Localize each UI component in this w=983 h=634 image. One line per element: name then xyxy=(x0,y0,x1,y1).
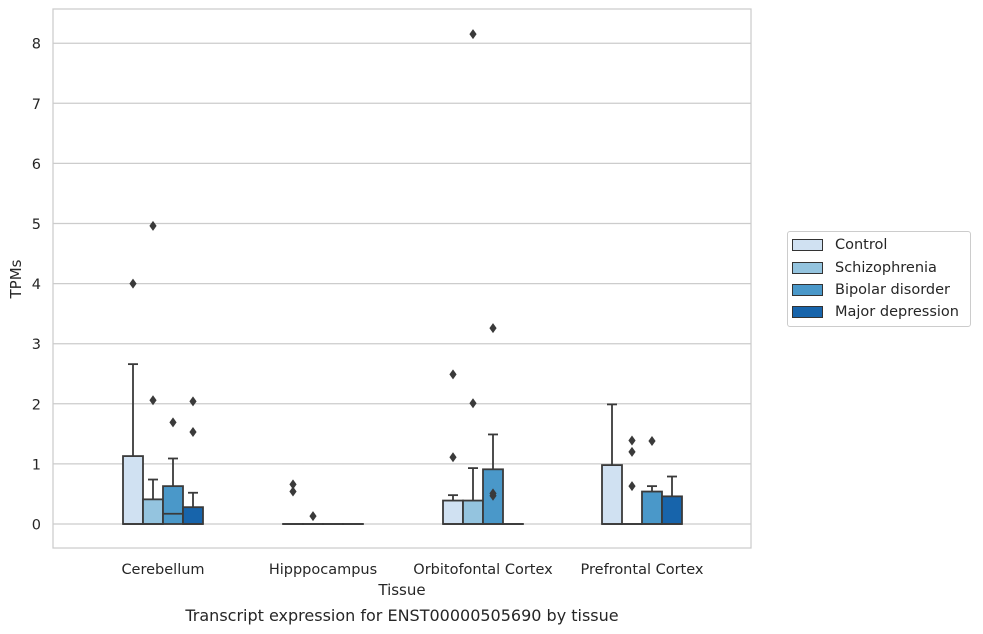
legend-item-major-depression: Major depression xyxy=(792,302,959,322)
box-body xyxy=(462,499,484,525)
x-tick-label: Cerebellum xyxy=(121,562,204,578)
y-tick-label: 5 xyxy=(32,217,41,233)
box-schizophrenia xyxy=(302,511,324,525)
outlier-point xyxy=(449,369,457,380)
plot-frame xyxy=(52,8,752,549)
box-body xyxy=(182,506,204,525)
box-bipolar-disorder xyxy=(482,323,504,525)
legend-label-control: Control xyxy=(835,237,888,253)
outlier-point xyxy=(289,479,297,490)
box-control xyxy=(601,403,623,525)
outlier-point xyxy=(149,395,157,406)
y-tick-labels: 0 1 2 3 4 5 6 7 8 xyxy=(32,37,41,534)
box-major-depression xyxy=(661,475,683,525)
legend-swatch-schizophrenia xyxy=(792,262,823,274)
box-control xyxy=(122,278,144,525)
box-body xyxy=(442,499,464,525)
outlier-point xyxy=(289,486,297,497)
legend-label-major-depression: Major depression xyxy=(835,304,959,320)
box-body xyxy=(142,498,164,525)
outlier-point xyxy=(489,323,497,334)
y-tick-label: 8 xyxy=(32,37,41,53)
chart-caption: Transcript expression for ENST0000050569… xyxy=(185,606,619,625)
y-tick-label: 7 xyxy=(32,97,41,113)
outlier-point xyxy=(489,490,497,501)
x-tick-label: Prefrontal Cortex xyxy=(581,562,704,578)
outlier-point xyxy=(189,396,197,407)
x-tick-label: Orbitofontal Cortex xyxy=(413,562,553,578)
y-tick-label: 0 xyxy=(32,518,41,534)
box-body xyxy=(122,455,144,525)
outlier-point xyxy=(149,220,157,231)
box-body xyxy=(162,485,184,525)
box-major-depression xyxy=(182,396,204,525)
box-control xyxy=(442,369,464,525)
outlier-point xyxy=(469,29,477,40)
x-axis-label: Tissue xyxy=(377,581,425,599)
outlier-point xyxy=(628,435,636,446)
box-control xyxy=(282,479,304,525)
outlier-point xyxy=(189,427,197,438)
box-bipolar-disorder xyxy=(641,436,663,525)
legend-item-bipolar-disorder: Bipolar disorder xyxy=(792,280,950,300)
x-tick-label: Hipppocampus xyxy=(269,562,377,578)
y-tick-label: 2 xyxy=(32,397,41,413)
box-body xyxy=(641,490,663,525)
legend-label-bipolar-disorder: Bipolar disorder xyxy=(835,282,950,298)
outlier-point xyxy=(169,417,177,428)
y-tick-label: 1 xyxy=(32,457,41,473)
box-body xyxy=(601,464,623,525)
outlier-point xyxy=(309,511,317,522)
box-schizophrenia xyxy=(142,220,164,525)
box-body xyxy=(661,495,683,525)
outlier-point xyxy=(129,278,137,289)
outlier-point xyxy=(628,481,636,492)
y-axis-label: TPMs xyxy=(7,259,25,299)
outlier-point xyxy=(469,398,477,409)
y-tick-label: 4 xyxy=(32,277,41,293)
y-tick-label: 3 xyxy=(32,337,41,353)
legend-swatch-bipolar-disorder xyxy=(792,284,823,296)
legend-item-schizophrenia: Schizophrenia xyxy=(792,258,937,278)
legend-swatch-major-depression xyxy=(792,306,823,318)
y-tick-label: 6 xyxy=(32,157,41,173)
outlier-point xyxy=(449,452,457,463)
legend: Control Schizophrenia Bipolar disorder M… xyxy=(787,231,971,327)
gridlines xyxy=(53,42,751,525)
outlier-point xyxy=(648,436,656,447)
legend-item-control: Control xyxy=(792,235,887,255)
box-bipolar-disorder xyxy=(162,417,184,525)
box-schizophrenia xyxy=(621,435,643,525)
legend-label-schizophrenia: Schizophrenia xyxy=(835,260,937,276)
legend-swatch-control xyxy=(792,239,823,251)
x-tick-labels: Cerebellum Hipppocampus Orbitofontal Corte… xyxy=(121,562,703,578)
outlier-point xyxy=(628,446,636,457)
boxes-layer xyxy=(122,29,683,525)
